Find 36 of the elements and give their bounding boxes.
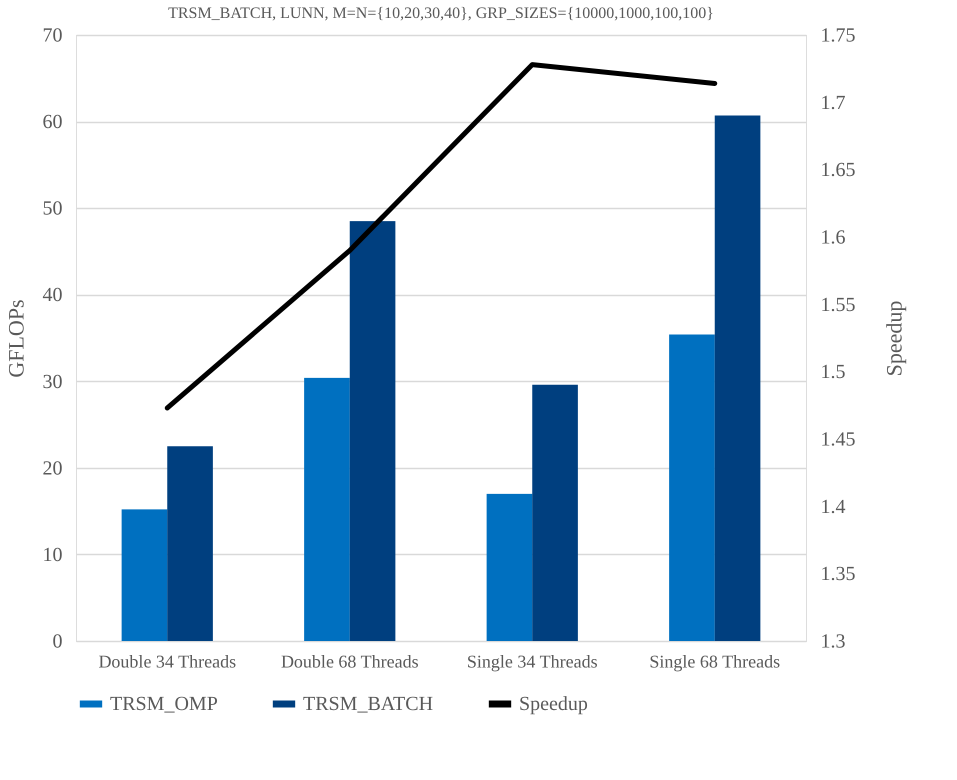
x-tick-label: Double 68 Threads [280, 652, 419, 672]
y2-tick-label: 1.5 [820, 361, 846, 384]
bar [167, 446, 213, 641]
y-tick-label: 10 [42, 544, 62, 566]
y-tick-label: 0 [52, 630, 62, 652]
y-tick-label: 60 [42, 111, 62, 134]
chart-title: TRSM_BATCH, LUNN, M=N={10,20,30,40}, GRP_SIZES={10000,1000,100,100} [168, 5, 714, 22]
y-tick-label: 70 [42, 24, 62, 46]
y2-tick-label: 1.3 [820, 630, 846, 652]
y-tick-label: 50 [42, 198, 62, 220]
y-tick-label: 40 [42, 284, 62, 306]
bar [486, 494, 532, 641]
y2-tick-label: 1.45 [820, 428, 856, 450]
y2-tick-label: 1.75 [820, 24, 856, 46]
y-tick-label: 30 [42, 370, 62, 393]
y2-tick-label: 1.35 [820, 563, 856, 586]
legend-label: TRSM_BATCH [303, 693, 434, 715]
bar [669, 334, 715, 641]
bar [122, 509, 168, 641]
x-tick-label: Single 68 Threads [649, 652, 780, 672]
y2-tick-label: 1.7 [820, 92, 846, 114]
y-tick-label: 20 [42, 457, 62, 480]
y-axis-title: GFLOPs [4, 299, 28, 378]
bar [304, 378, 350, 641]
bar [714, 116, 760, 641]
y2-tick-label: 1.55 [820, 294, 856, 316]
legend-label: TRSM_OMP [110, 693, 218, 715]
x-tick-label: Double 34 Threads [98, 652, 236, 672]
x-tick-label: Single 34 Threads [466, 652, 598, 672]
bar [532, 384, 578, 641]
y2-axis-title: Speedup [882, 300, 906, 376]
y2-tick-label: 1.4 [820, 496, 846, 518]
bar [350, 221, 396, 641]
y2-tick-label: 1.65 [820, 159, 856, 182]
legend-label: Speedup [519, 693, 588, 715]
y2-tick-label: 1.6 [820, 226, 846, 248]
